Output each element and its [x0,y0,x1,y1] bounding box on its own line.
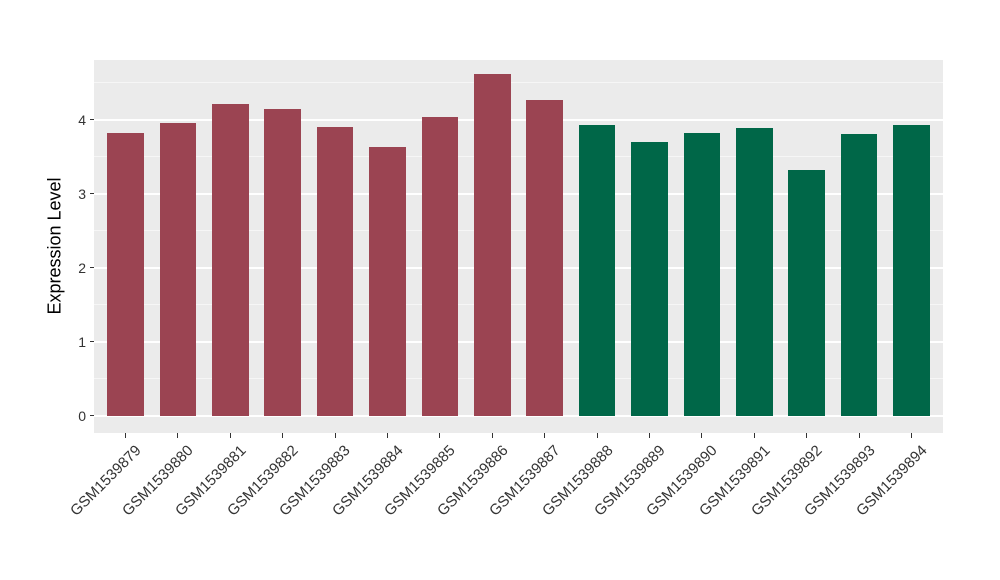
bar [211,103,249,416]
y-tick-mark [89,341,94,343]
bar [526,99,564,416]
minor-gridline [94,230,943,232]
y-tick-label: 1 [78,333,86,350]
y-tick-label: 2 [78,259,86,276]
x-tick-mark [858,433,860,438]
bar [788,169,826,416]
x-tick-mark [439,433,441,438]
y-tick-label: 3 [78,185,86,202]
y-tick-mark [89,415,94,417]
bar [421,116,459,416]
x-tick-mark [124,433,126,438]
x-tick-mark [596,433,598,438]
y-tick-mark [89,267,94,269]
bar [578,125,616,416]
x-tick-mark [491,433,493,438]
major-gridline [94,415,943,417]
x-tick-mark [701,433,703,438]
bar [369,146,406,416]
x-tick-mark [806,433,808,438]
minor-gridline [94,156,943,158]
bar [840,134,878,416]
major-gridline [94,193,943,195]
x-tick-mark [334,433,336,438]
bar [316,126,354,416]
x-tick-mark [544,433,546,438]
major-gridline [94,119,943,121]
bar [893,125,930,416]
x-tick-mark [229,433,231,438]
plot-panel [94,60,943,433]
x-tick-mark [753,433,755,438]
x-tick-mark [177,433,179,438]
minor-gridline [94,82,943,84]
bar [631,142,668,416]
y-tick-label: 4 [78,111,86,128]
x-tick-mark [649,433,651,438]
bar [473,74,511,416]
bar [159,122,197,416]
major-gridline [94,267,943,269]
x-tick-mark [911,433,913,438]
minor-gridline [94,378,943,380]
bar [107,132,144,416]
bar [264,108,301,416]
y-tick-mark [89,193,94,195]
major-gridline [94,341,943,343]
minor-gridline [94,304,943,306]
y-tick-label: 0 [78,407,86,424]
bar [683,133,721,416]
bar [735,128,773,416]
x-tick-mark [282,433,284,438]
x-tick-mark [386,433,388,438]
y-tick-mark [89,119,94,121]
